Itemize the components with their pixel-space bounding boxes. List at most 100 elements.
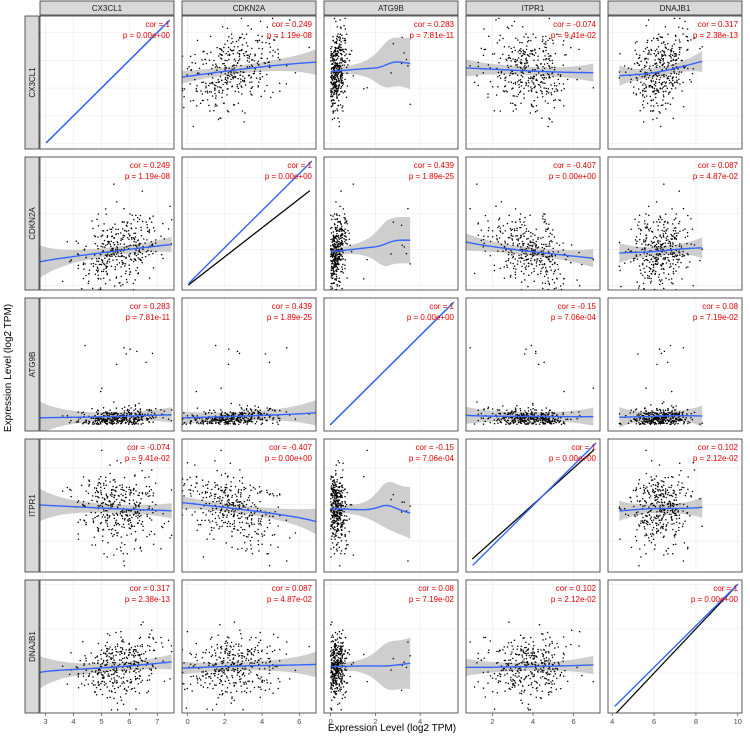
data-point (116, 258, 118, 261)
data-point (220, 53, 223, 56)
data-point (330, 247, 332, 250)
data-point (629, 250, 631, 252)
data-point (529, 214, 531, 216)
data-point (666, 42, 669, 45)
data-point (545, 271, 547, 273)
data-point (644, 241, 646, 243)
data-point (537, 83, 540, 86)
data-point (128, 267, 131, 270)
p-value-label: p = 4.87e-02 (693, 172, 739, 181)
data-point (534, 259, 536, 261)
data-point (206, 92, 209, 94)
data-point (667, 256, 669, 259)
data-point (219, 53, 221, 55)
data-point (665, 239, 668, 242)
data-point (226, 94, 228, 96)
data-point (102, 407, 105, 409)
data-point (504, 230, 507, 232)
data-point (673, 252, 676, 255)
data-point (671, 245, 674, 248)
data-point (224, 412, 227, 414)
data-point (656, 248, 658, 251)
data-point (562, 413, 564, 416)
data-point (529, 77, 532, 80)
data-point (525, 84, 527, 87)
data-point (670, 87, 673, 90)
data-point (248, 412, 251, 414)
data-point (640, 229, 642, 232)
data-point (544, 46, 546, 48)
data-point (247, 24, 249, 27)
data-point (335, 235, 337, 237)
data-point (685, 266, 687, 269)
data-point (670, 57, 673, 59)
data-point (680, 245, 683, 247)
data-point (162, 257, 164, 260)
data-point (210, 91, 213, 93)
data-point (114, 417, 116, 419)
data-point (152, 252, 154, 255)
data-point (186, 67, 189, 70)
data-point (498, 218, 500, 221)
data-point (333, 213, 336, 215)
data-point (113, 253, 115, 255)
data-point (657, 240, 659, 243)
data-point (651, 246, 654, 248)
data-point (97, 269, 100, 272)
data-point (183, 412, 185, 414)
data-point (540, 272, 542, 275)
data-point (682, 33, 684, 35)
data-point (674, 39, 677, 41)
data-point (344, 231, 347, 234)
data-point (115, 411, 117, 414)
data-point (520, 256, 522, 259)
data-point (337, 240, 339, 243)
data-point (332, 55, 334, 58)
data-point (130, 236, 133, 239)
data-point (344, 42, 347, 44)
data-point (632, 92, 635, 94)
data-point (201, 59, 203, 61)
data-point (672, 97, 674, 99)
data-point (643, 96, 646, 99)
data-point (239, 421, 242, 424)
data-point (133, 422, 135, 424)
data-point (559, 420, 562, 422)
data-point (508, 417, 510, 419)
data-point (530, 344, 533, 347)
data-point (331, 102, 334, 105)
data-point (642, 84, 644, 86)
data-point (261, 47, 264, 50)
data-point (228, 67, 230, 70)
data-point (491, 86, 494, 88)
data-point (511, 88, 513, 90)
data-point (195, 105, 198, 107)
data-point (332, 84, 334, 86)
data-point (94, 242, 97, 245)
data-point (243, 79, 246, 82)
data-point (99, 287, 102, 289)
data-point (331, 118, 334, 121)
data-point (530, 259, 532, 262)
data-point (334, 110, 336, 112)
data-point (169, 205, 171, 208)
data-point (535, 409, 537, 411)
data-point (342, 83, 344, 85)
data-point (259, 418, 262, 420)
data-point (510, 60, 512, 62)
data-point (542, 74, 545, 77)
data-point (644, 243, 647, 246)
data-point (126, 418, 128, 421)
data-point (658, 253, 660, 255)
smooth-line (40, 243, 172, 263)
data-point (508, 46, 510, 48)
data-point (537, 246, 540, 248)
data-point (523, 421, 525, 423)
data-point (146, 239, 148, 241)
data-point (210, 412, 213, 415)
data-point (334, 66, 336, 69)
data-point (512, 422, 515, 424)
data-point (661, 64, 664, 67)
data-point (117, 232, 120, 235)
data-point (249, 90, 252, 93)
